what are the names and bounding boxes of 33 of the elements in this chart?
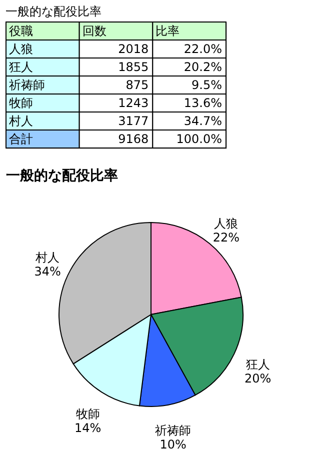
slice-label: 狂人 xyxy=(246,358,270,372)
text: 100.0% xyxy=(176,132,222,146)
text: 役職 xyxy=(9,24,33,38)
text: 34.7% xyxy=(184,114,222,128)
text: 回数 xyxy=(82,24,106,38)
text: 2018 xyxy=(118,42,149,56)
data-label: 22% xyxy=(212,230,240,245)
text: 13.6% xyxy=(184,96,222,110)
text: 9.5% xyxy=(192,78,222,92)
text: 合計 xyxy=(9,132,33,146)
data-label: 34% xyxy=(34,264,61,279)
data-label: 14% xyxy=(74,421,102,436)
text: 祈祷師 xyxy=(9,78,45,92)
text: 村人 xyxy=(8,114,33,128)
text: 3177 xyxy=(118,114,149,128)
text: 22.0% xyxy=(184,42,222,56)
text: 牧師 xyxy=(9,96,33,110)
slice-label: 牧師 xyxy=(76,407,100,422)
slice-label: 祈祷師 xyxy=(155,423,192,438)
text: 9168 xyxy=(118,132,149,146)
chart-title: 一般的な配役比率 xyxy=(6,167,118,184)
text: 比率 xyxy=(156,24,180,38)
slice-label: 人狼 xyxy=(214,216,238,231)
text: 875 xyxy=(126,78,149,92)
data-label: 10% xyxy=(160,437,186,452)
text: 1243 xyxy=(118,96,149,110)
data-label: 20% xyxy=(244,372,272,386)
text: 人狼 xyxy=(9,42,33,56)
slice-label: 村人 xyxy=(34,250,60,265)
text: 狂人 xyxy=(9,60,33,74)
text: 1855 xyxy=(118,60,149,74)
text: 一般的な配役比率 xyxy=(6,4,102,18)
text: 20.2% xyxy=(184,60,222,74)
